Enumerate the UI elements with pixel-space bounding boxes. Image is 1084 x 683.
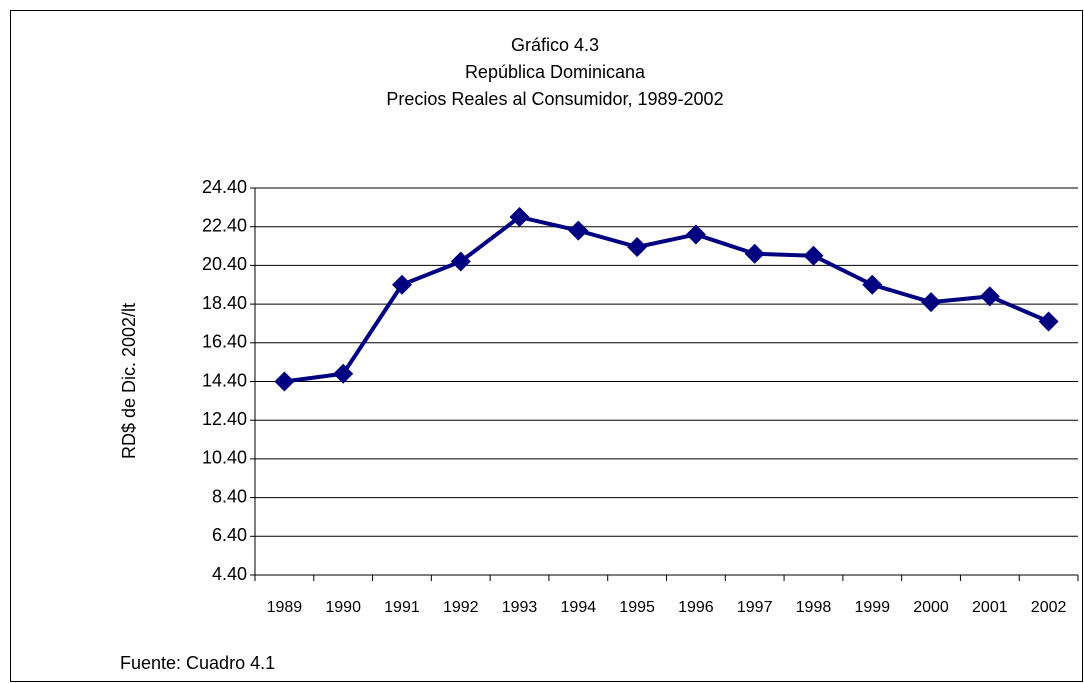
chart-border [10,10,1083,682]
y-tick-label: 10.40 [202,448,247,468]
y-tick-label: 22.40 [202,215,247,235]
x-tick-label: 1989 [267,599,303,616]
marker [627,237,648,258]
x-tick-label: 1994 [561,599,597,616]
y-tick-label: 16.40 [202,332,247,352]
marker [803,245,824,266]
chart-title: Gráfico 4.3 [511,35,599,55]
x-tick-label: 2001 [972,599,1008,616]
y-tick-label: 12.40 [202,409,247,429]
chart-title: Precios Reales al Consumidor, 1989-2002 [386,89,723,109]
marker [568,220,589,241]
marker [1038,311,1059,332]
y-axis-label: RD$ de Dic. 2002/lt [119,303,139,459]
y-tick-label: 14.40 [202,370,247,390]
y-tick-label: 8.40 [212,486,247,506]
marker [450,251,471,272]
line [284,215,1050,384]
marker [862,274,883,295]
x-tick-label: 2002 [1031,599,1067,616]
x-tick-label: 1998 [796,599,832,616]
x-tick-label: 1999 [854,599,890,616]
marker [921,292,942,313]
x-tick-label: 2000 [913,599,949,616]
marker [391,274,412,295]
x-tick-label: 1992 [443,599,479,616]
x-tick-label: 1990 [325,599,361,616]
marker [979,286,1000,307]
source-note: Fuente: Cuadro 4.1 [120,653,275,673]
marker [274,371,295,392]
y-tick-label: 4.40 [212,564,247,584]
y-tick-label: 6.40 [212,525,247,545]
y-tick-label: 24.40 [202,177,247,197]
marker [744,243,765,264]
x-tick-label: 1997 [737,599,773,616]
y-tick-label: 18.40 [202,293,247,313]
x-tick-label: 1993 [502,599,538,616]
marker [685,224,706,245]
y-tick-label: 20.40 [202,254,247,274]
x-tick-label: 1991 [384,599,420,616]
marker [333,363,354,384]
chart-title: República Dominicana [465,62,646,82]
x-tick-label: 1996 [678,599,714,616]
x-tick-label: 1995 [619,599,655,616]
marker [509,207,530,228]
